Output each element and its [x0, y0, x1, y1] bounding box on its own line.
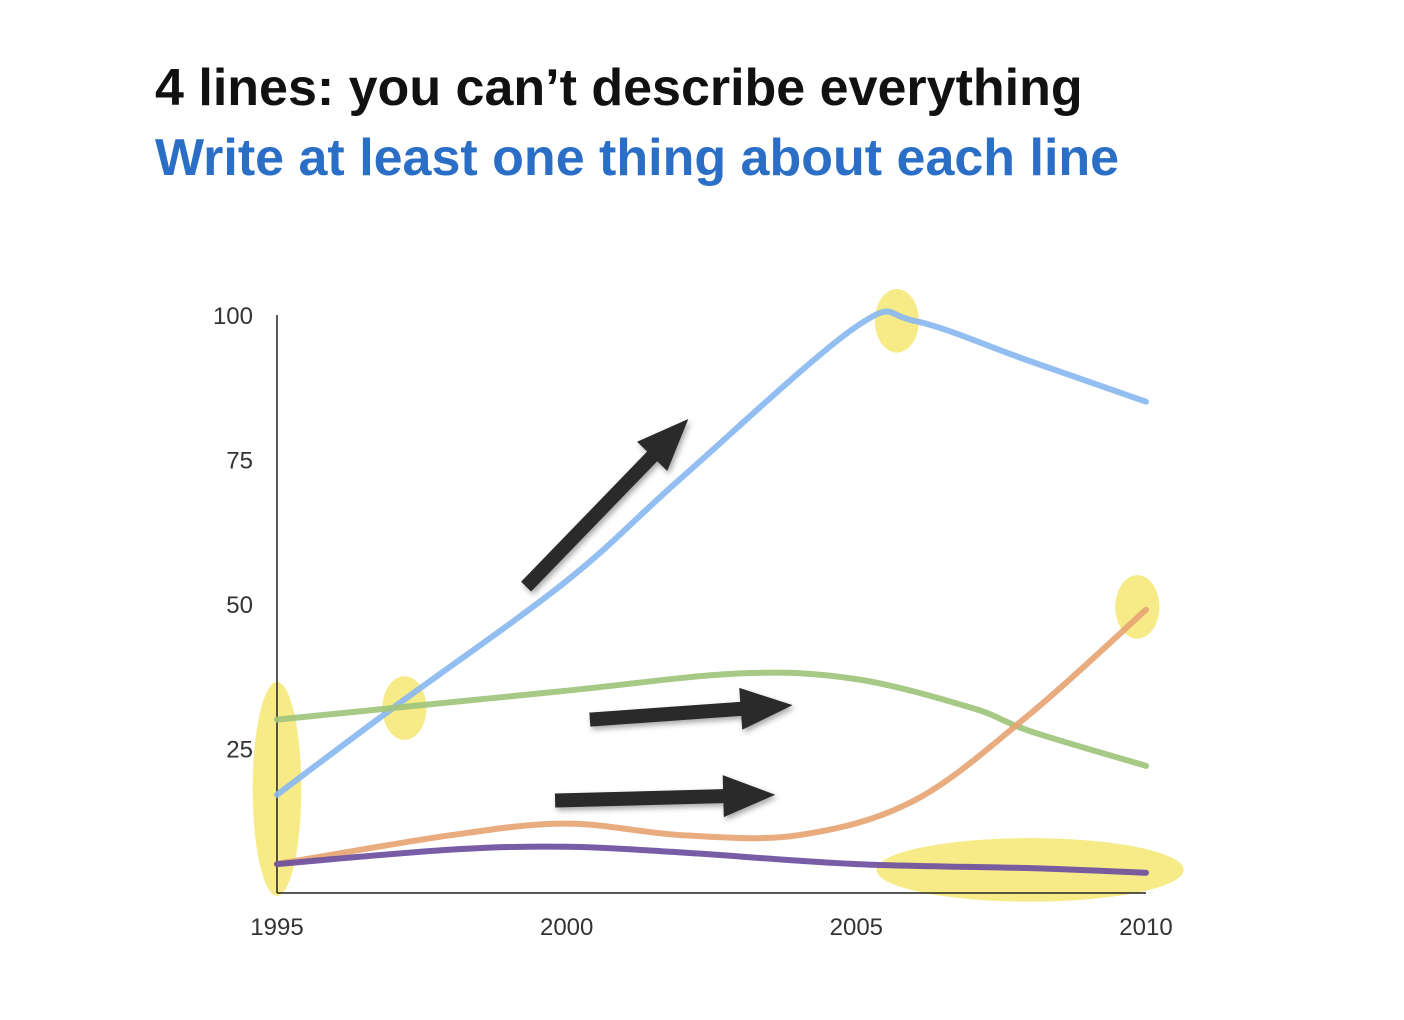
y-tick-label: 50 — [226, 592, 253, 619]
x-tick-label: 1995 — [250, 914, 303, 941]
highlight-ellipse-4 — [1115, 575, 1160, 639]
highlight-ellipse-3 — [874, 288, 919, 353]
series-line-3 — [274, 606, 1149, 868]
series-line-4 — [274, 843, 1149, 876]
y-tick-label: 100 — [213, 303, 253, 330]
y-tick-label: 75 — [226, 448, 253, 475]
slide-subtitle: Write at least one thing about each line — [155, 129, 1120, 187]
slide-title: 4 lines: you can’t describe everything — [155, 59, 1083, 117]
trend-arrow-1 — [521, 419, 689, 592]
series-line-1 — [274, 308, 1149, 798]
trend-arrow-2 — [589, 687, 793, 730]
x-tick-label: 2010 — [1119, 914, 1172, 941]
x-tick-label: 2000 — [540, 914, 593, 941]
trend-arrow-3 — [554, 775, 776, 818]
y-tick-label: 25 — [226, 737, 253, 764]
x-tick-label: 2005 — [830, 914, 883, 941]
